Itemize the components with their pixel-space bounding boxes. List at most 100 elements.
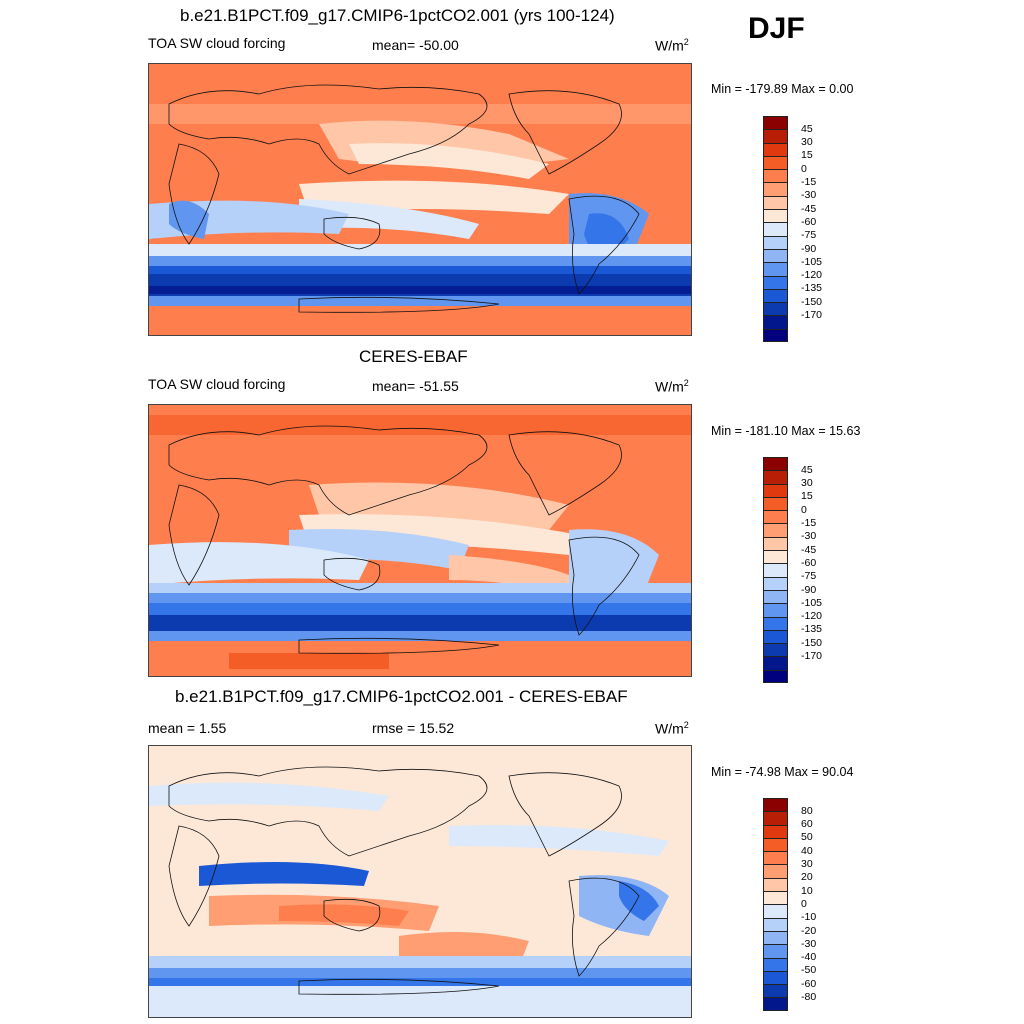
field-region [449,825,669,856]
colorbar-swatch [763,603,788,617]
panel-2-minmax: Min = -181.10 Max = 15.63 [711,424,861,438]
colorbar-swatch [763,169,788,183]
field-region [619,881,659,921]
colorbar-swatch [763,235,788,249]
colorbar-swatch [763,824,788,838]
panel-1-units: W/m2 [655,37,689,54]
colorbar-swatch [763,656,788,670]
colorbar-tick-label: 40 [801,844,813,857]
colorbar-swatch [763,523,788,537]
season-label: DJF [748,12,805,45]
colorbar-tick-label: 45 [801,463,813,476]
colorbar-tick-label: -40 [801,951,817,964]
colorbar-tick-label: 0 [801,503,807,516]
field-band [149,615,691,633]
colorbar-tick-label: 10 [801,884,813,897]
colorbar-swatch [763,984,788,998]
field-region [149,542,369,585]
field-band [149,978,691,986]
colorbar-tick-label: -150 [801,295,823,308]
colorbar-tick-label: 30 [801,136,813,149]
colorbar-tick-label: -135 [801,282,823,295]
colorbar-tick-label: -60 [801,977,817,990]
colorbar-tick-label: 30 [801,477,813,490]
field-region [279,904,409,926]
colorbar-swatch [763,315,788,329]
panel-1-title: b.e21.B1PCT.f09_g17.CMIP6-1pctCO2.001 (y… [180,6,615,25]
field-band [149,986,691,1017]
colorbar-tick-label: -60 [801,215,817,228]
colorbar-tick-label: -10 [801,911,817,924]
colorbar-swatch [763,470,788,484]
colorbar-tick-label: -50 [801,964,817,977]
field-band [149,266,691,276]
panel-1-map [148,63,692,336]
colorbar-swatch [763,483,788,497]
colorbar-swatch [763,563,788,577]
panel-3-title: b.e21.B1PCT.f09_g17.CMIP6-1pctCO2.001 - … [175,687,628,706]
panel-1-colorbar [763,116,788,343]
panel-2-units: W/m2 [655,378,689,395]
colorbar-tick-label: -170 [801,309,823,321]
colorbar-tick-label: -170 [801,650,823,662]
colorbar-swatch [763,116,788,130]
colorbar-tick-label: 50 [801,831,813,844]
colorbar-swatch [763,457,788,471]
colorbar-swatch [763,222,788,236]
colorbar-swatch [763,328,788,343]
colorbar-swatch [763,851,788,865]
colorbar-swatch [763,643,788,657]
field-band [149,593,691,605]
field-region [229,653,389,669]
colorbar-tick-label: 0 [801,897,807,910]
panel-3-units: W/m2 [655,720,689,737]
colorbar-swatch [763,576,788,590]
panel-2-title: CERES-EBAF [359,347,468,366]
colorbar-tick-label: -30 [801,937,817,950]
colorbar-swatch [763,917,788,931]
colorbar-swatch [763,248,788,263]
coastlines [168,766,640,995]
colorbar-swatch [763,288,788,303]
panel-3-map [148,745,692,1018]
panel-2-colorbar [763,457,788,684]
colorbar-swatch [763,798,788,812]
field-region [289,529,469,570]
colorbar-tick-label: -120 [801,610,823,623]
field-band [149,968,691,978]
colorbar-swatch [763,997,788,1011]
colorbar-tick-label: 45 [801,122,813,135]
colorbar-tick-label: -80 [801,991,817,1003]
colorbar-swatch [763,970,788,985]
colorbar-swatch [763,209,788,223]
field-band [149,286,691,294]
field-region [349,143,549,179]
field-region [579,875,669,936]
colorbar-swatch [763,837,788,852]
colorbar-swatch [763,302,788,316]
field-region [199,862,369,886]
colorbar-tick-label: -135 [801,623,823,636]
panel-2-mean: mean= -51.55 [372,378,459,394]
colorbar-tick-label: -45 [801,543,817,556]
panel-3-colorbar [763,798,788,1011]
colorbar-tick-label: 0 [801,162,807,175]
colorbar-tick-label: -90 [801,242,817,255]
field-band [149,631,691,641]
panel-1-variable-label: TOA SW cloud forcing [148,35,286,51]
colorbar-swatch [763,616,788,630]
colorbar-swatch [763,536,788,551]
field-band [149,583,691,595]
field-region [299,199,479,239]
colorbar-tick-label: -90 [801,583,817,596]
colorbar-tick-label: -60 [801,556,817,569]
colorbar-tick-label: 15 [801,490,813,503]
colorbar-tick-label: 80 [801,804,813,817]
field-region [149,782,389,811]
colorbar-swatch [763,864,788,878]
colorbar-tick-label: -105 [801,255,823,268]
colorbar-tick-label: -75 [801,229,817,242]
colorbar-swatch [763,129,788,143]
colorbar-tick-label: -75 [801,570,817,583]
field-band [149,603,691,617]
